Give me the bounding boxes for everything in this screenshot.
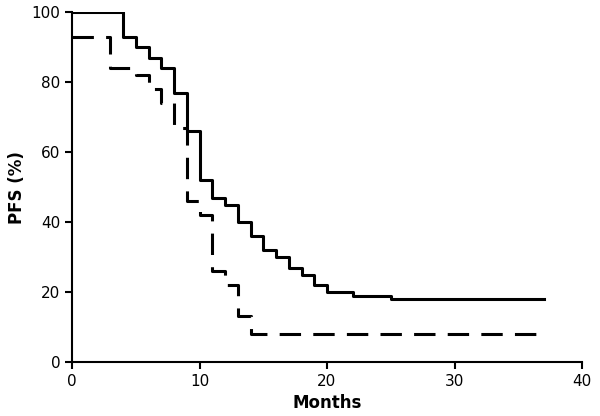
Y-axis label: PFS (%): PFS (%)	[8, 151, 26, 224]
X-axis label: Months: Months	[292, 394, 362, 412]
